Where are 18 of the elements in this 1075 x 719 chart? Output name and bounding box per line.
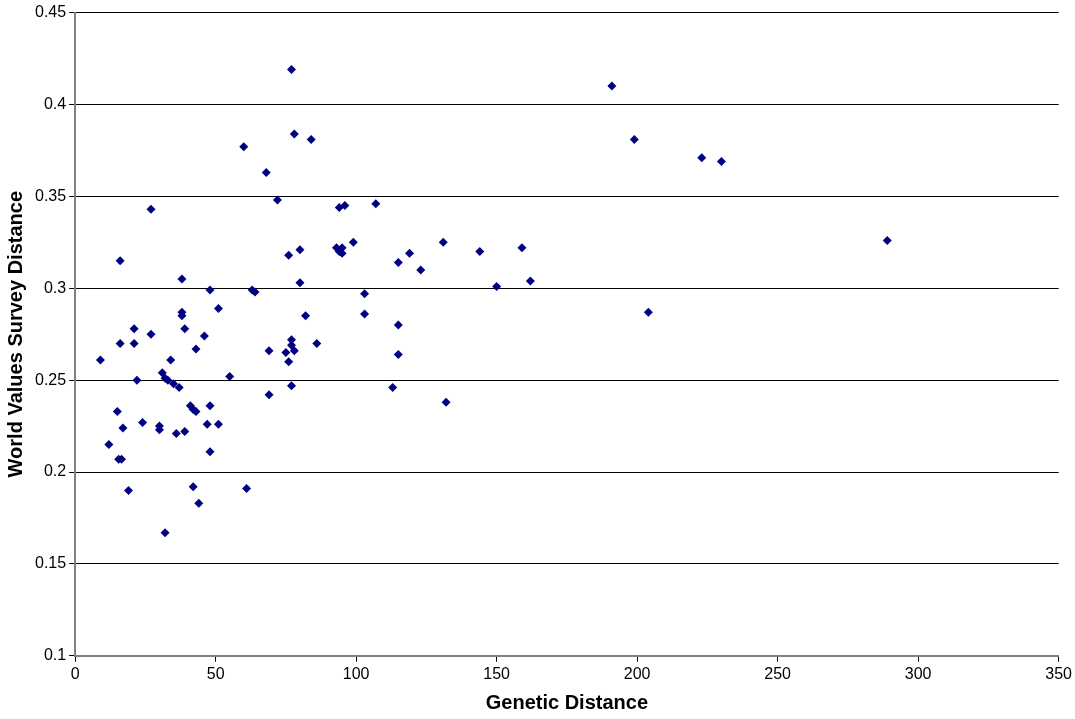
x-tick-label: 150 [483,664,511,682]
x-tick-label: 50 [206,664,225,682]
y-tick-label: 0.1 [43,646,67,664]
y-tick-label: 0.15 [35,554,67,572]
y-axis-title: World Values Survey Distance [3,190,26,478]
y-tick-label: 0.3 [43,278,67,296]
x-tick-label: 250 [764,664,792,682]
y-tick-label: 0.4 [43,94,67,112]
y-tick-label: 0.25 [35,370,67,388]
y-tick-label: 0.2 [43,462,67,480]
x-tick-label: 0 [70,664,80,682]
y-tick-label: 0.45 [35,3,67,21]
x-tick-label: 200 [623,664,651,682]
x-tick-label: 350 [1045,664,1073,682]
x-axis-title: Genetic Distance [485,690,649,713]
x-tick-label: 100 [342,664,370,682]
y-tick-label: 0.35 [35,186,67,204]
x-tick-label: 300 [904,664,932,682]
